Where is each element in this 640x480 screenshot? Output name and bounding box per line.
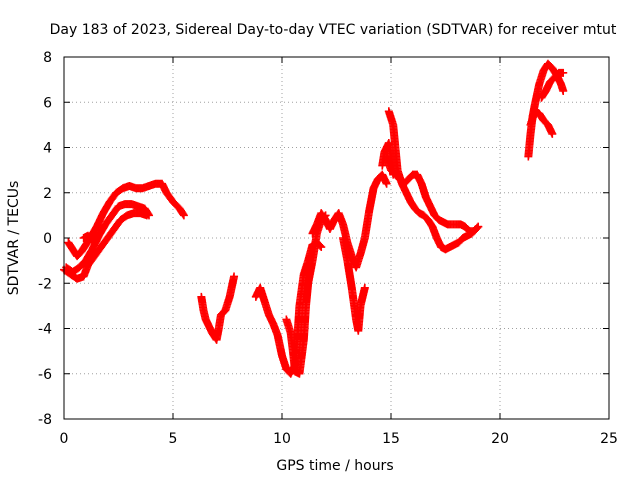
data-point — [179, 211, 188, 220]
axis-ticks: 0 5 10 15 20 25 -8 -6 -4 -2 0 2 4 6 8 — [38, 50, 618, 447]
x-tick-label: 5 — [169, 431, 178, 447]
data-point — [559, 68, 568, 77]
data-point — [389, 170, 398, 179]
y-tick-label: -2 — [38, 276, 52, 292]
y-tick-label: 4 — [43, 141, 52, 157]
y-tick-label: 6 — [43, 95, 52, 111]
data-point — [548, 129, 557, 138]
x-axis-title: GPS time / hours — [276, 458, 393, 474]
data-point — [91, 232, 100, 241]
data-series — [60, 59, 568, 378]
y-tick-label: 8 — [43, 50, 52, 66]
x-tick-label: 10 — [273, 431, 291, 447]
y-tick-label: -4 — [38, 322, 52, 338]
data-point — [230, 272, 239, 281]
data-point — [559, 86, 568, 95]
y-tick-label: -8 — [38, 412, 52, 428]
chart-title: Day 183 of 2023, Sidereal Day-to-day VTE… — [50, 22, 617, 38]
data-point — [92, 231, 101, 240]
x-tick-label: 25 — [600, 431, 618, 447]
data-point — [473, 223, 482, 232]
x-tick-label: 20 — [491, 431, 509, 447]
data-point — [360, 283, 369, 292]
y-tick-label: 2 — [43, 186, 52, 202]
x-tick-label: 15 — [382, 431, 400, 447]
y-tick-label: 0 — [43, 231, 52, 247]
y-axis-title: SDTVAR / TECUs — [6, 181, 22, 296]
x-tick-label: 0 — [60, 431, 69, 447]
data-point — [145, 211, 154, 220]
data-point — [382, 179, 391, 188]
data-points — [60, 59, 568, 378]
data-point — [474, 222, 483, 231]
y-tick-label: -6 — [38, 367, 52, 383]
